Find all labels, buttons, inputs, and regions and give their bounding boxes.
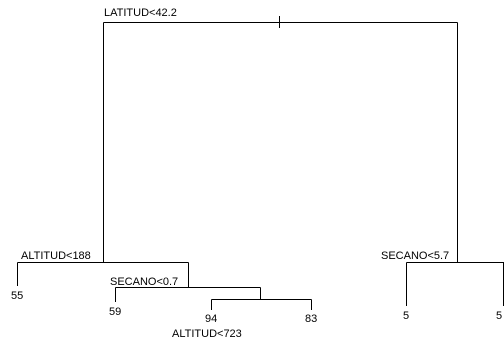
leaf-59: 59 bbox=[109, 306, 121, 318]
leaf-83: 83 bbox=[305, 313, 317, 325]
altitud-deep-split-label: ALTITUD<723 bbox=[172, 328, 242, 340]
left-split-label: ALTITUD<188 bbox=[21, 250, 91, 262]
leaf-5-left: 5 bbox=[403, 310, 409, 322]
leaf-94: 94 bbox=[205, 313, 217, 325]
right-split-label: SECANO<5.7 bbox=[381, 250, 449, 262]
leaf-5-right: 5 bbox=[496, 310, 502, 322]
root-split-label: LATITUD<42.2 bbox=[104, 7, 177, 19]
leaf-55: 55 bbox=[11, 290, 23, 302]
secano-left-split-label: SECANO<0.7 bbox=[110, 276, 178, 288]
